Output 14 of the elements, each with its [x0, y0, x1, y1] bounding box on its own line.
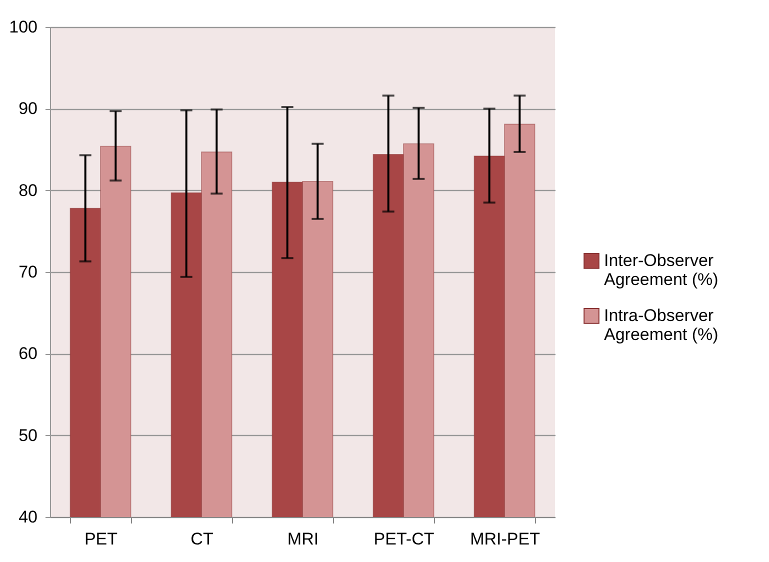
legend-label: Inter-Observer Agreement (%)	[604, 250, 718, 289]
y-tick-label: 90	[18, 99, 38, 118]
y-tick-label: 50	[18, 426, 38, 445]
y-tick-label: 80	[18, 180, 38, 200]
legend-label: Intra-Observer Agreement (%)	[604, 306, 718, 344]
y-tick-label: 40	[18, 508, 38, 526]
x-tick-label: CT	[190, 530, 214, 548]
y-tick-label: 100	[9, 18, 38, 36]
y-tick-label: 70	[18, 262, 38, 282]
x-tick-label: MRI-PET	[470, 530, 540, 548]
x-tick-label: PET	[84, 530, 118, 548]
x-tick-label: MRI	[287, 530, 319, 548]
x-tick-label: PET-CT	[374, 530, 434, 548]
y-tick-label: 60	[18, 344, 38, 364]
